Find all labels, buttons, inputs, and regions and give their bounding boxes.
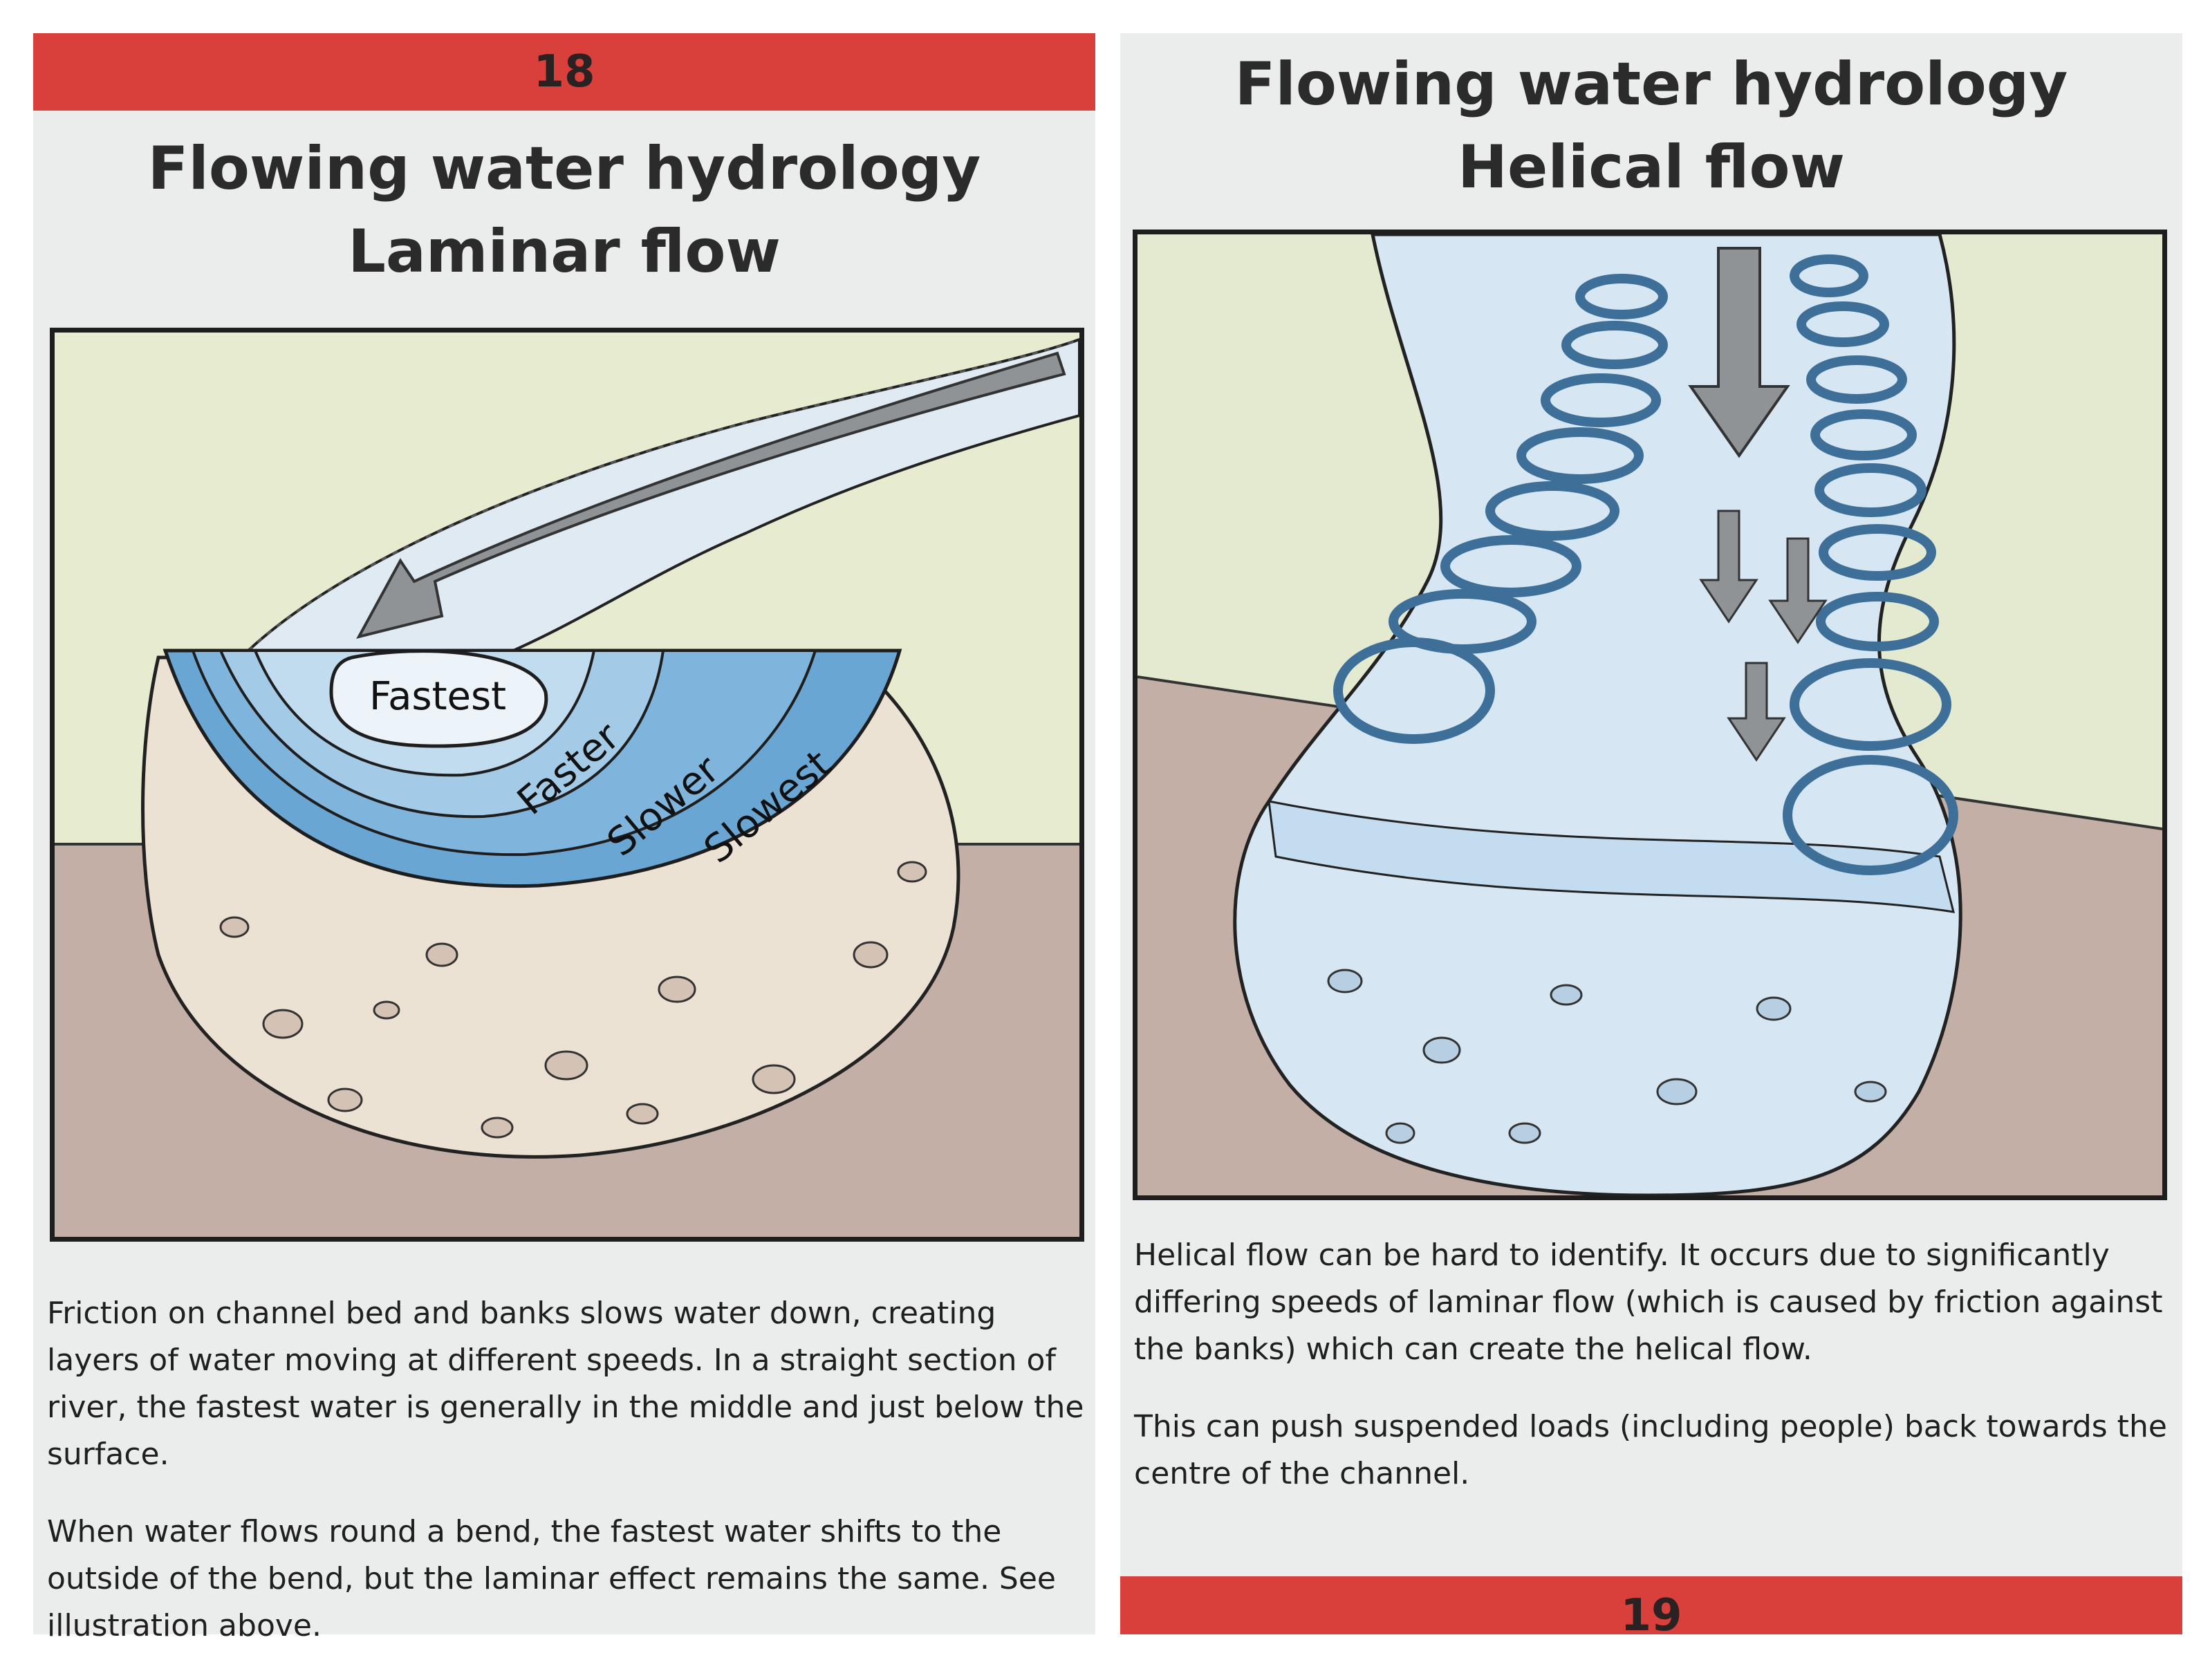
label-fastest: Fastest	[369, 674, 506, 719]
page-title: Flowing water hydrology Helical flow	[1120, 43, 2182, 209]
page-number-banner: 19	[1120, 1576, 2182, 1634]
title-line-1: Flowing water hydrology	[1234, 50, 2068, 119]
paragraph-2: When water flows round a bend, the faste…	[47, 1514, 1057, 1643]
title-line-2: Laminar flow	[348, 217, 781, 286]
page-18: 18 Flowing water hydrology Laminar flow	[33, 33, 1095, 1643]
paragraph-1: Helical flow can be hard to identify. It…	[1134, 1238, 2163, 1367]
page-number-banner: 18	[33, 33, 1095, 111]
title-line-1: Flowing water hydrology	[147, 134, 981, 203]
page-number: 19	[1620, 1590, 1682, 1634]
page-number: 18	[533, 46, 595, 97]
page-19: Flowing water hydrology Helical flow	[1120, 33, 2182, 1634]
laminar-flow-illustration: Fastest Faster Slower Slowest	[50, 328, 1084, 1242]
paragraph-2: This can push suspended loads (including…	[1134, 1409, 2167, 1491]
paragraph-1: Friction on channel bed and banks slows …	[47, 1296, 1084, 1472]
page-title: Flowing water hydrology Laminar flow	[33, 127, 1095, 293]
title-line-2: Helical flow	[1458, 133, 1845, 202]
helical-flow-illustration	[1133, 230, 2167, 1200]
body-text: Helical flow can be hard to identify. It…	[1134, 1232, 2171, 1528]
body-text: Friction on channel bed and banks slows …	[47, 1290, 1084, 1680]
